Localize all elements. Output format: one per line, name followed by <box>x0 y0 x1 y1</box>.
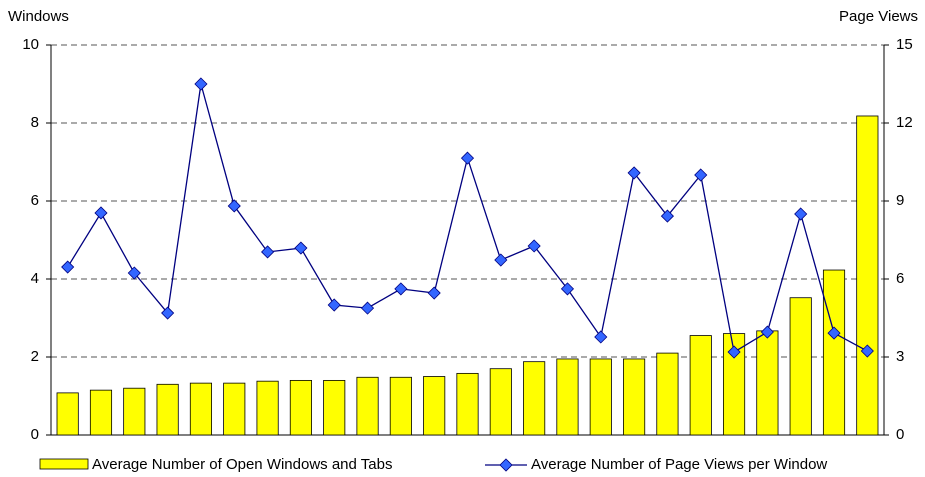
bar <box>356 376 379 436</box>
bar <box>123 387 146 436</box>
bar <box>789 297 812 436</box>
marker <box>360 301 375 315</box>
marker <box>127 266 141 280</box>
y-axis-label: Windows <box>8 8 69 25</box>
marker <box>327 298 341 312</box>
marker <box>494 253 508 267</box>
marker <box>827 326 841 340</box>
marker <box>527 239 541 253</box>
bar <box>223 382 246 436</box>
bar <box>189 382 213 436</box>
y2-tick-label: 6 <box>896 270 904 287</box>
marker <box>660 209 674 223</box>
y2-tick-label: 0 <box>896 426 904 443</box>
marker <box>694 168 708 182</box>
bar <box>623 358 646 436</box>
marker <box>627 166 641 180</box>
marker <box>727 345 741 359</box>
marker <box>794 207 808 221</box>
marker <box>61 260 75 274</box>
marker <box>460 151 475 165</box>
bar <box>523 361 546 436</box>
bar <box>89 389 113 436</box>
marker <box>261 245 275 259</box>
bar <box>656 352 679 436</box>
marker <box>94 206 108 220</box>
bar <box>289 379 312 436</box>
legend-label: Average Number of Open Windows and Tabs <box>92 456 392 473</box>
bar <box>389 376 412 436</box>
bar <box>689 335 712 436</box>
marker <box>860 344 874 358</box>
line <box>67 83 868 354</box>
y2-tick-label: 3 <box>896 348 904 365</box>
y2-axis-label: Page Views <box>839 8 918 25</box>
bar <box>589 358 612 436</box>
bar <box>756 330 779 436</box>
bar <box>822 269 846 436</box>
marker <box>227 199 241 213</box>
bar <box>489 368 512 436</box>
bar <box>856 115 879 436</box>
y-tick-label: 6 <box>31 192 39 209</box>
y2-tick-label: 15 <box>896 36 913 53</box>
marker <box>161 306 175 320</box>
legend-marker <box>499 458 513 472</box>
marker <box>594 330 608 344</box>
marker <box>560 282 575 296</box>
legend-label: Average Number of Page Views per Window <box>531 456 827 473</box>
marker <box>294 241 308 255</box>
marker <box>394 282 408 296</box>
bar <box>556 358 579 436</box>
bar <box>456 372 479 436</box>
bar <box>156 383 179 436</box>
bar <box>722 333 746 436</box>
y-tick-label: 10 <box>22 36 39 53</box>
bar <box>323 379 346 436</box>
bar <box>56 392 79 436</box>
bar <box>256 380 279 436</box>
y-tick-label: 8 <box>31 114 39 131</box>
bar <box>423 376 446 436</box>
marker <box>194 77 208 91</box>
y-tick-label: 0 <box>31 426 39 443</box>
y-tick-label: 4 <box>31 270 39 287</box>
marker <box>427 286 441 300</box>
y2-tick-label: 9 <box>896 192 904 209</box>
y-tick-label: 2 <box>31 348 39 365</box>
marker <box>760 325 774 339</box>
legend-swatch <box>39 458 89 470</box>
y2-tick-label: 12 <box>896 114 913 131</box>
